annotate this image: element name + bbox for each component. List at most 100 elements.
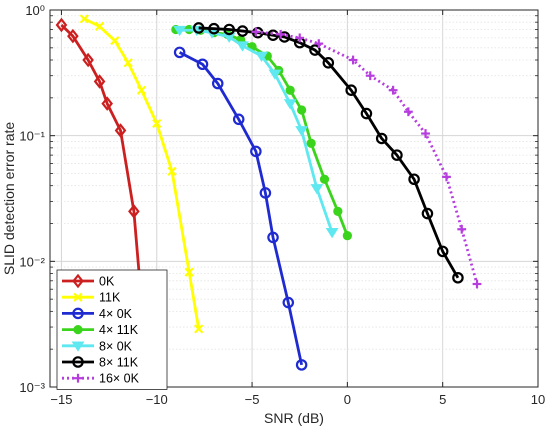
series-1-point: [101, 96, 113, 111]
series-3-point: [173, 46, 186, 59]
series-6-point: [408, 173, 420, 186]
series-5-point: [283, 99, 297, 110]
y-tick-label: 10⁻³: [19, 380, 45, 395]
series-3-point: [211, 77, 224, 90]
series-6-point: [436, 245, 449, 258]
series-5-point: [310, 184, 324, 195]
series-6-point: [208, 22, 220, 35]
x-tick-label: −15: [50, 392, 72, 407]
legend-label: 11K: [99, 291, 121, 305]
series-1-point: [128, 204, 140, 219]
series-6-point: [391, 149, 403, 161]
series-7-point: [365, 71, 375, 81]
series-6-point: [236, 25, 249, 37]
y-tick-label: 10⁻¹: [19, 129, 45, 144]
x-tick-label: 0: [344, 392, 351, 407]
series-6-point: [345, 84, 357, 96]
legend-marker: [72, 273, 84, 289]
series-3-point: [267, 231, 279, 244]
series-2-point: [136, 85, 147, 95]
series-4-point: [297, 105, 307, 115]
series-4-point: [333, 206, 343, 216]
series-5-point: [236, 41, 249, 52]
series-6-point: [452, 271, 464, 284]
series-5-point: [173, 25, 187, 37]
legend-label: 8× 0K: [99, 339, 133, 353]
series-2-point: [194, 324, 204, 334]
series-3-point: [196, 58, 209, 71]
series-1-point: [67, 28, 79, 44]
legend-entry: 0K: [62, 273, 115, 289]
series-2-point: [79, 14, 89, 24]
series-7-point: [457, 224, 467, 234]
series-5-point: [268, 69, 282, 80]
ticks: −15 −10 −5 0 5 10 10⁻³ 10⁻² 10⁻¹ 10⁰: [19, 3, 545, 407]
legend-marker: [71, 341, 85, 352]
legend-label: 4× 11K: [99, 323, 139, 337]
series-2-point: [123, 58, 133, 68]
series-3-point: [259, 187, 272, 199]
legend-entry: 8× 11K: [62, 356, 139, 370]
series-3-point: [295, 359, 308, 371]
x-tick-label: 10: [531, 392, 545, 407]
series-6-point: [223, 23, 235, 36]
x-tick-label: 5: [439, 392, 446, 407]
series-2-point: [184, 267, 194, 277]
series-1-point: [55, 17, 68, 33]
series-4-point: [342, 231, 352, 241]
x-axis-label: SNR (dB): [264, 410, 324, 426]
series-7-point: [348, 55, 358, 65]
series-3-line: [178, 51, 303, 366]
legend-marker: [73, 373, 83, 383]
series-4-point: [285, 85, 295, 95]
plot-frame: [49, 9, 539, 388]
x-tick-label: −5: [245, 392, 260, 407]
legend-label: 16× 0K: [99, 372, 140, 386]
series-5-point: [325, 228, 339, 239]
series-2-point: [152, 118, 162, 129]
series-4-point: [319, 174, 330, 184]
series-3: [173, 46, 308, 371]
series-1-point: [114, 123, 127, 138]
series-6-point: [421, 207, 434, 220]
series-7-point: [276, 29, 286, 39]
series-5-point: [255, 51, 268, 62]
series-6-line: [198, 26, 460, 279]
series-6-point: [192, 22, 205, 34]
series-1-point: [82, 52, 94, 68]
series-3-point: [282, 296, 295, 309]
legend-marker: [72, 307, 84, 320]
series-3-point: [250, 145, 262, 158]
y-axis-label: SLID detection error rate: [1, 122, 17, 276]
series-2: [79, 14, 204, 334]
series-1-point: [93, 74, 106, 89]
series-7-point: [295, 33, 305, 43]
series-7-point: [314, 39, 324, 49]
legend-label: 8× 11K: [99, 356, 139, 370]
legend-entry: 16× 0K: [62, 372, 140, 386]
series-7-point: [472, 279, 482, 289]
series-6-point: [360, 107, 373, 120]
series-7-point: [388, 85, 398, 95]
series-4-point: [306, 138, 316, 148]
series-group: [55, 14, 482, 371]
series-3-point: [232, 113, 245, 126]
series-6-point: [309, 44, 321, 56]
series-7: [251, 27, 482, 289]
legend-entry: 4× 11K: [62, 323, 139, 337]
x-tick-label: −10: [146, 392, 168, 407]
series-7-point: [403, 107, 413, 117]
legend-marker: [73, 292, 83, 302]
legend-label: 4× 0K: [99, 307, 133, 321]
y-tick-label: 10⁰: [25, 3, 45, 18]
legend-marker: [73, 324, 83, 335]
legend-entry: 4× 0K: [62, 307, 133, 321]
series-2-point: [110, 36, 120, 46]
series-7-point: [251, 27, 261, 37]
series-6-point: [375, 132, 388, 145]
series-7-point: [442, 172, 451, 182]
series-2-point: [94, 21, 105, 32]
series-6-point: [322, 57, 335, 69]
series-7-point: [421, 129, 430, 138]
